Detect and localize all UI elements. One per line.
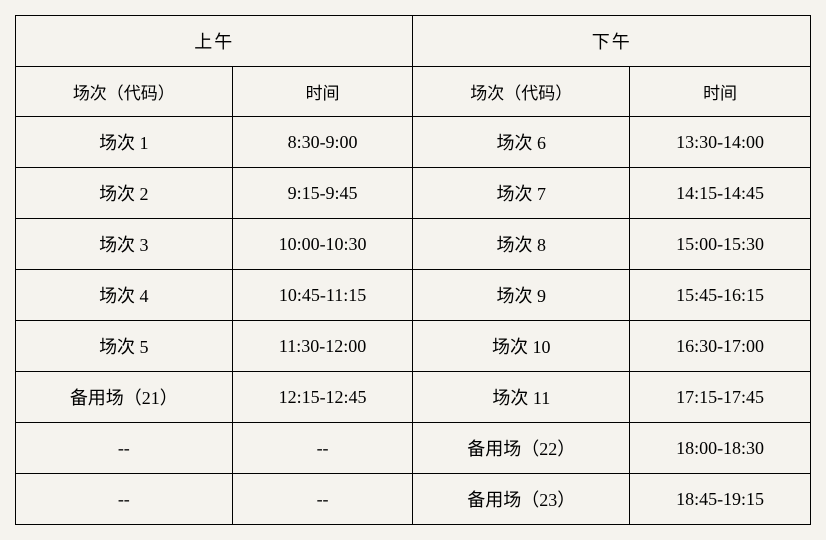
schedule-table: 上午 下午 场次（代码） 时间 场次（代码） 时间 场次 1 8:30-9:00…	[15, 15, 811, 525]
am-time-cell: --	[232, 474, 413, 525]
am-session-cell: 场次 4	[16, 270, 233, 321]
am-time-cell: 12:15-12:45	[232, 372, 413, 423]
pm-session-cell: 场次 8	[413, 219, 630, 270]
am-session-cell: 场次 5	[16, 321, 233, 372]
pm-time-header: 时间	[630, 67, 811, 117]
table-row: 场次 5 11:30-12:00 场次 10 16:30-17:00	[16, 321, 811, 372]
table-row: -- -- 备用场（23） 18:45-19:15	[16, 474, 811, 525]
pm-session-cell: 备用场（23）	[413, 474, 630, 525]
table-row: 场次 3 10:00-10:30 场次 8 15:00-15:30	[16, 219, 811, 270]
table-row: 场次 4 10:45-11:15 场次 9 15:45-16:15	[16, 270, 811, 321]
pm-time-cell: 18:00-18:30	[630, 423, 811, 474]
am-header: 上午	[16, 16, 413, 67]
table-row: 场次 2 9:15-9:45 场次 7 14:15-14:45	[16, 168, 811, 219]
pm-session-cell: 场次 11	[413, 372, 630, 423]
pm-time-cell: 15:00-15:30	[630, 219, 811, 270]
am-session-cell: 场次 3	[16, 219, 233, 270]
am-session-cell: 备用场（21）	[16, 372, 233, 423]
table-header-row-2: 场次（代码） 时间 场次（代码） 时间	[16, 67, 811, 117]
table-row: 备用场（21） 12:15-12:45 场次 11 17:15-17:45	[16, 372, 811, 423]
am-time-cell: 11:30-12:00	[232, 321, 413, 372]
pm-time-cell: 13:30-14:00	[630, 117, 811, 168]
am-time-header: 时间	[232, 67, 413, 117]
table-row: -- -- 备用场（22） 18:00-18:30	[16, 423, 811, 474]
pm-session-cell: 场次 6	[413, 117, 630, 168]
am-session-cell: --	[16, 474, 233, 525]
am-session-cell: 场次 2	[16, 168, 233, 219]
am-time-cell: 8:30-9:00	[232, 117, 413, 168]
am-time-cell: 10:00-10:30	[232, 219, 413, 270]
am-time-cell: 10:45-11:15	[232, 270, 413, 321]
pm-time-cell: 15:45-16:15	[630, 270, 811, 321]
am-session-cell: 场次 1	[16, 117, 233, 168]
pm-session-code-header: 场次（代码）	[413, 67, 630, 117]
pm-time-cell: 16:30-17:00	[630, 321, 811, 372]
pm-session-cell: 场次 7	[413, 168, 630, 219]
pm-time-cell: 17:15-17:45	[630, 372, 811, 423]
pm-session-cell: 备用场（22）	[413, 423, 630, 474]
am-session-code-header: 场次（代码）	[16, 67, 233, 117]
pm-session-cell: 场次 10	[413, 321, 630, 372]
table-row: 场次 1 8:30-9:00 场次 6 13:30-14:00	[16, 117, 811, 168]
pm-header: 下午	[413, 16, 811, 67]
am-session-cell: --	[16, 423, 233, 474]
am-time-cell: --	[232, 423, 413, 474]
pm-time-cell: 14:15-14:45	[630, 168, 811, 219]
table-header-row-1: 上午 下午	[16, 16, 811, 67]
pm-session-cell: 场次 9	[413, 270, 630, 321]
am-time-cell: 9:15-9:45	[232, 168, 413, 219]
pm-time-cell: 18:45-19:15	[630, 474, 811, 525]
